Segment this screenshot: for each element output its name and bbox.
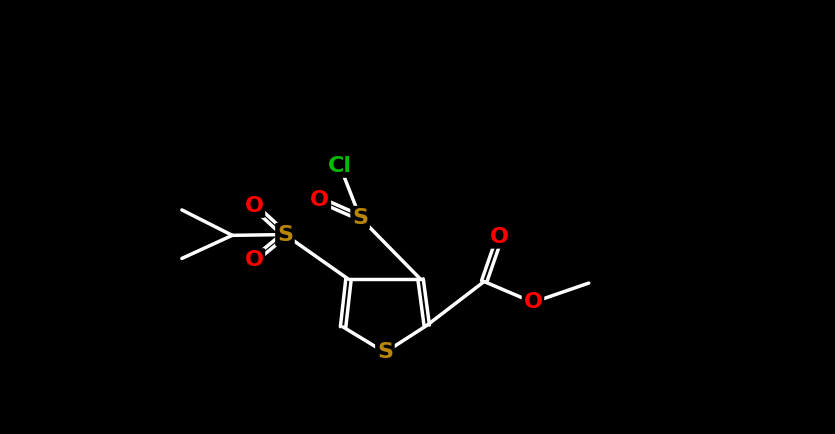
Text: S: S: [277, 224, 293, 245]
Text: S: S: [377, 342, 393, 362]
Text: O: O: [245, 196, 264, 216]
Text: Cl: Cl: [328, 156, 352, 176]
Text: O: O: [490, 227, 509, 247]
Text: S: S: [352, 207, 368, 227]
Text: O: O: [245, 250, 264, 270]
Text: O: O: [524, 293, 543, 312]
Text: O: O: [311, 190, 329, 210]
